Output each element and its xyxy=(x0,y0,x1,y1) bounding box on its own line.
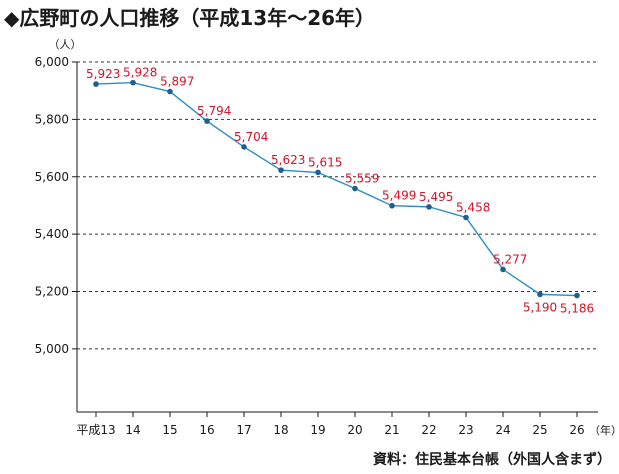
tick-labels: 5,000 5,200 5,400 5,600 5,800 6,000 （人） 平成13 14 1… xyxy=(35,38,619,437)
data-point xyxy=(463,214,469,221)
x-tick-label: 22 xyxy=(421,423,436,437)
y-tick-label: 6,000 xyxy=(35,55,69,69)
x-tick-label: 17 xyxy=(236,423,251,437)
data-label: 5,923 xyxy=(86,67,120,81)
data-point xyxy=(167,88,173,95)
data-label: 5,897 xyxy=(160,75,194,89)
x-tick-label: 21 xyxy=(384,423,399,437)
data-point xyxy=(537,291,543,298)
source-note: 資料：住民基本台帳（外国人含まず） xyxy=(373,452,611,468)
chart-title: ◆広野町の人口推移（平成13年～26年） xyxy=(4,6,376,30)
x-tick-label: 23 xyxy=(458,423,473,437)
x-tick-label: 15 xyxy=(162,423,177,437)
y-tick-label: 5,200 xyxy=(35,285,69,299)
x-tick-label: 16 xyxy=(199,423,214,437)
data-label: 5,615 xyxy=(308,155,342,169)
data-points xyxy=(93,79,580,299)
x-tick-label: 24 xyxy=(495,423,510,437)
data-point xyxy=(130,79,136,86)
data-point xyxy=(500,266,506,273)
data-label: 5,277 xyxy=(493,252,527,266)
data-point xyxy=(574,292,580,299)
data-label: 5,186 xyxy=(560,302,594,316)
data-label: 5,499 xyxy=(382,189,416,203)
y-tick-label: 5,400 xyxy=(35,227,69,241)
data-point xyxy=(241,144,247,150)
data-label: 5,559 xyxy=(345,172,379,186)
x-tick-label: 25 xyxy=(532,423,547,437)
x-tick-label: 20 xyxy=(347,423,362,437)
gridlines xyxy=(77,61,598,350)
y-tick-label: 5,800 xyxy=(35,112,69,126)
data-label: 5,190 xyxy=(523,300,557,314)
population-line xyxy=(95,81,578,297)
data-point xyxy=(93,81,99,87)
data-point xyxy=(204,118,210,124)
data-label: 5,794 xyxy=(197,104,231,118)
axes xyxy=(72,61,598,417)
y-tick-label: 5,600 xyxy=(35,170,69,184)
x-tick-label: 26 xyxy=(569,423,584,437)
x-tick-label: 18 xyxy=(273,423,288,437)
x-tick-label: 19 xyxy=(310,423,325,437)
data-point xyxy=(315,169,321,176)
data-point xyxy=(426,204,432,210)
data-point xyxy=(389,202,395,209)
data-label: 5,928 xyxy=(123,66,157,80)
data-point xyxy=(278,167,284,173)
x-tick-label: 平成13 xyxy=(76,423,115,437)
data-label: 5,495 xyxy=(419,190,453,204)
y-unit-label: （人） xyxy=(49,38,82,51)
y-tick-label: 5,000 xyxy=(35,342,69,356)
data-label: 5,704 xyxy=(234,130,268,144)
data-label: 5,623 xyxy=(271,153,305,167)
x-unit-label: （年） xyxy=(589,423,619,437)
data-label: 5,458 xyxy=(456,200,490,214)
series-line xyxy=(95,81,578,297)
data-point xyxy=(352,185,358,192)
x-tick-label: 14 xyxy=(125,423,140,437)
